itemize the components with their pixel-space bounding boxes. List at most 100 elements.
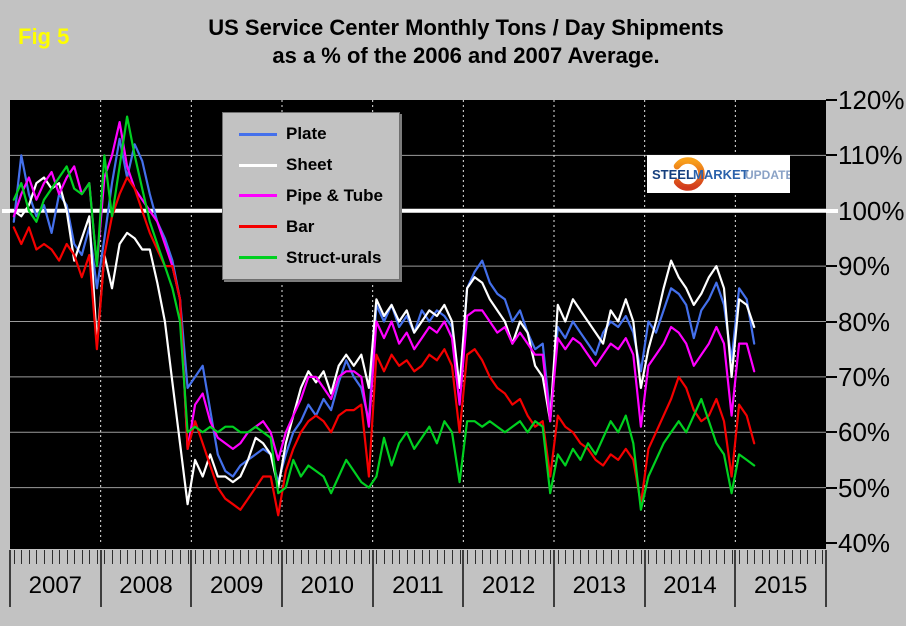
- month-tick: [421, 550, 423, 564]
- month-tick: [724, 550, 725, 564]
- month-tick: [535, 550, 537, 564]
- month-tick: [180, 550, 181, 564]
- month-tick: [172, 550, 174, 564]
- month-tick: [74, 550, 76, 564]
- year-divider: [9, 550, 11, 607]
- month-tick: [164, 550, 166, 564]
- legend-item-pipe-tube: Pipe & Tube: [239, 186, 399, 206]
- month-tick: [202, 550, 204, 564]
- month-tick: [232, 550, 234, 564]
- year-label-2015: 2015: [753, 572, 808, 599]
- month-tick: [225, 550, 227, 564]
- month-tick: [157, 550, 159, 564]
- y-axis-tick: [826, 542, 837, 544]
- year-label-2012: 2012: [481, 572, 536, 599]
- month-tick: [300, 550, 302, 564]
- year-label-2010: 2010: [300, 572, 355, 599]
- month-tick: [640, 550, 642, 564]
- month-tick: [21, 550, 23, 564]
- month-tick: [285, 550, 287, 564]
- month-tick: [391, 550, 393, 564]
- month-tick: [255, 550, 257, 564]
- month-tick: [580, 550, 582, 564]
- month-tick: [527, 550, 529, 564]
- figure-number-label: Fig 5: [18, 24, 70, 49]
- month-tick: [89, 550, 91, 564]
- series-line-pipe-tube: [12, 121, 756, 461]
- series-line-struct-urals: [12, 115, 756, 511]
- year-divider: [371, 550, 374, 607]
- month-tick: [112, 550, 113, 564]
- month-tick: [671, 550, 673, 564]
- logo-word-market: MARKET: [693, 167, 749, 182]
- month-tick: [656, 550, 657, 564]
- month-tick: [648, 550, 650, 564]
- y-axis-label-70: 70%: [838, 361, 891, 392]
- month-tick: [293, 550, 295, 564]
- month-tick: [489, 550, 491, 564]
- month-tick: [51, 550, 53, 564]
- series-line-sheet: [12, 176, 756, 506]
- month-tick: [565, 550, 567, 564]
- month-tick: [406, 550, 408, 564]
- month-tick: [361, 550, 363, 564]
- month-tick: [678, 550, 680, 564]
- month-tick: [96, 550, 98, 564]
- month-tick: [686, 550, 688, 564]
- plot-area: Plate Sheet Pipe & Tube Bar Struct-urals STE…: [10, 100, 826, 549]
- month-tick: [822, 550, 824, 564]
- legend: Plate Sheet Pipe & Tube Bar Struct-urals: [222, 112, 400, 280]
- month-tick: [399, 550, 401, 564]
- month-tick: [784, 550, 786, 564]
- logo-word-steel: STEEL: [652, 167, 694, 182]
- chart-title: US Service Center Monthly Tons / Day Shi…: [96, 14, 836, 70]
- month-tick: [384, 550, 385, 564]
- month-tick: [663, 550, 665, 564]
- month-tick: [217, 550, 219, 564]
- month-tick: [142, 550, 144, 564]
- y-axis-label-100: 100%: [838, 195, 905, 226]
- month-tick: [346, 550, 348, 564]
- month-tick: [414, 550, 416, 564]
- month-tick: [59, 550, 61, 564]
- month-tick: [746, 550, 748, 564]
- chart-title-line1: US Service Center Monthly Tons / Day Shi…: [208, 15, 724, 40]
- year-divider: [825, 550, 827, 607]
- month-tick: [739, 550, 741, 564]
- year-label-2011: 2011: [392, 572, 444, 599]
- legend-label: Struct-urals: [286, 247, 382, 267]
- year-divider: [281, 550, 283, 607]
- month-tick: [799, 550, 801, 564]
- year-divider: [99, 550, 102, 607]
- year-label-2013: 2013: [572, 572, 627, 599]
- month-tick: [119, 550, 121, 564]
- month-tick: [497, 550, 499, 564]
- month-tick: [792, 550, 793, 564]
- y-axis-tick: [826, 320, 837, 323]
- month-tick: [66, 550, 68, 564]
- legend-label: Sheet: [286, 155, 333, 175]
- month-tick: [610, 550, 612, 564]
- month-tick: [769, 550, 771, 564]
- legend-swatch: [239, 132, 277, 136]
- month-tick: [104, 550, 106, 564]
- legend-item-plate: Plate: [239, 124, 399, 144]
- y-axis-label-110: 110%: [838, 140, 903, 171]
- year-divider: [462, 550, 465, 607]
- year-label-2007: 2007: [28, 572, 83, 599]
- year-divider: [190, 550, 193, 607]
- month-tick: [44, 550, 45, 564]
- y-axis-label-50: 50%: [838, 472, 891, 503]
- month-tick: [512, 550, 514, 564]
- month-tick: [376, 550, 378, 564]
- month-tick: [550, 550, 552, 564]
- y-axis-tick: [826, 486, 837, 489]
- month-tick: [81, 550, 83, 564]
- legend-label: Pipe & Tube: [286, 185, 383, 205]
- month-tick: [452, 550, 453, 564]
- legend-swatch: [239, 163, 277, 167]
- month-tick: [807, 550, 809, 564]
- month-tick: [633, 550, 635, 564]
- y-axis-tick: [826, 265, 837, 268]
- month-tick: [814, 550, 816, 564]
